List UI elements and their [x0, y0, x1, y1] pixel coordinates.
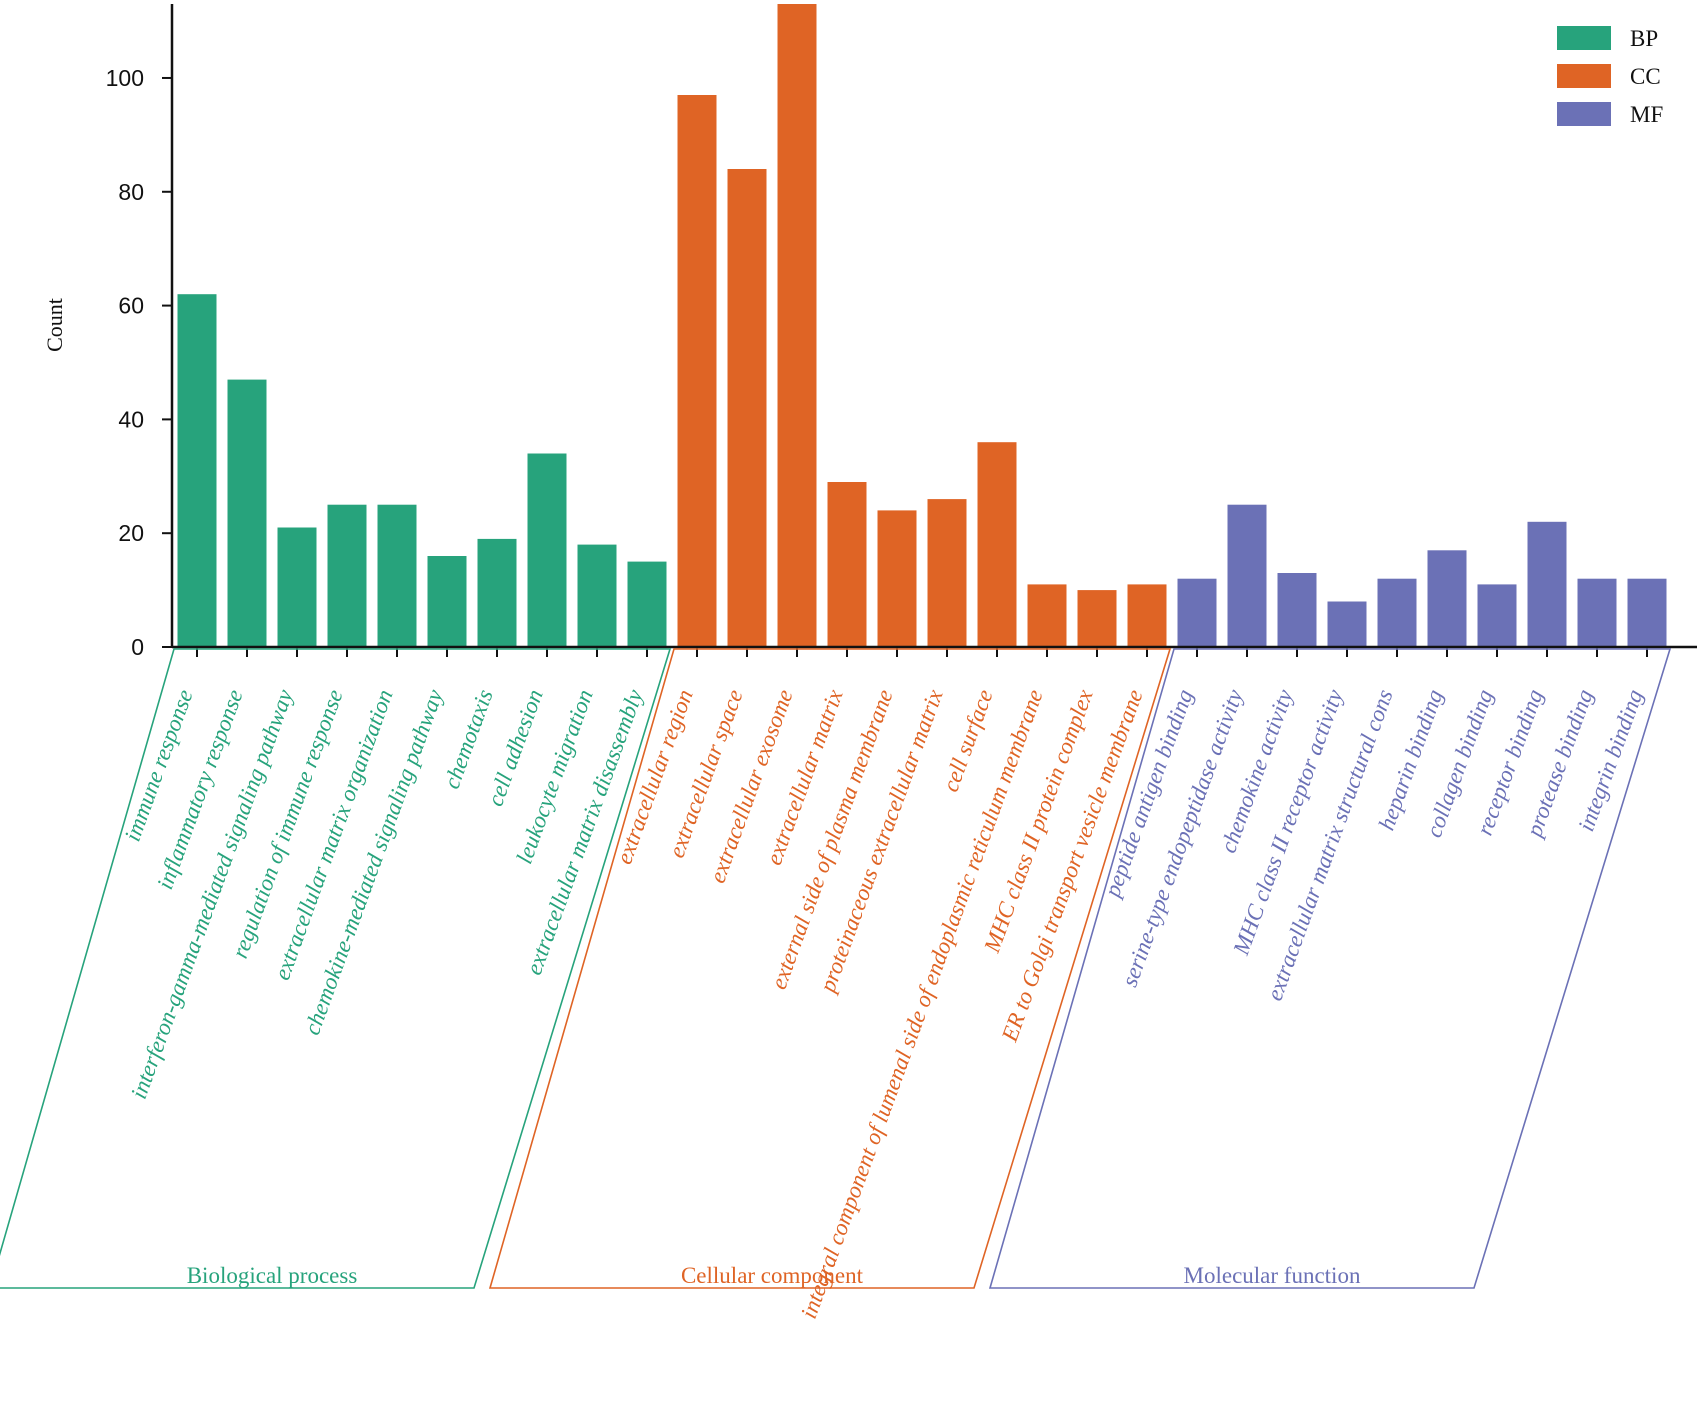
bar-bp-5 [427, 556, 467, 647]
y-tick-label: 0 [131, 634, 144, 660]
bar-mf-28 [1577, 578, 1617, 647]
bar-cc-15 [927, 499, 967, 647]
legend-label-bp: BP [1630, 26, 1658, 51]
y-tick-label: 100 [106, 65, 144, 91]
bar-cc-10 [677, 95, 717, 647]
group-bracket-bp [0, 648, 672, 1289]
bar-mf-24 [1377, 578, 1417, 647]
bar-bp-6 [477, 538, 517, 647]
y-axis-title: Count [42, 298, 67, 352]
bar-cc-16 [977, 442, 1017, 647]
bar-cc-12 [777, 4, 817, 647]
group-brackets-layer: Biological process Cellular component Mole… [0, 648, 1672, 1289]
bar-bp-9 [627, 561, 667, 647]
bar-bp-1 [227, 379, 267, 647]
bar-cc-17 [1027, 584, 1067, 647]
bar-cc-11 [727, 169, 767, 647]
bar-mf-25 [1427, 550, 1467, 647]
bar-mf-20 [1177, 578, 1217, 647]
bar-mf-26 [1477, 584, 1517, 647]
y-tick-label: 60 [118, 293, 144, 319]
bar-cc-18 [1077, 590, 1117, 647]
bar-mf-27 [1527, 521, 1567, 647]
group-label-bp: Biological process [187, 1263, 358, 1288]
bar-bp-7 [527, 453, 567, 647]
legend-label-cc: CC [1630, 64, 1661, 89]
y-ticks-layer: 0 20 40 60 80 100 [106, 65, 172, 660]
legend-swatch-cc [1557, 64, 1611, 88]
bar-bp-0 [177, 294, 217, 647]
category-label: chemotaxis [439, 686, 498, 792]
bar-bp-3 [327, 504, 367, 647]
y-tick-label: 20 [118, 520, 144, 546]
bar-mf-23 [1327, 601, 1367, 647]
y-tick-label: 80 [118, 179, 144, 205]
bar-cc-19 [1127, 584, 1167, 647]
category-label: cell surface [938, 686, 998, 795]
bar-mf-21 [1227, 504, 1267, 647]
group-label-mf: Molecular function [1184, 1263, 1361, 1288]
bar-bp-4 [377, 504, 417, 647]
bar-bp-8 [577, 544, 617, 647]
legend-label-mf: MF [1630, 102, 1663, 127]
legend-swatch-bp [1557, 26, 1611, 50]
group-bracket-mf [988, 648, 1672, 1289]
group-bracket-cc [488, 648, 1172, 1289]
bars-layer [177, 4, 1667, 647]
bar-bp-2 [277, 527, 317, 647]
bar-mf-29 [1627, 578, 1667, 647]
legend-swatch-mf [1557, 102, 1611, 126]
bar-mf-22 [1277, 573, 1317, 647]
bar-cc-14 [877, 510, 917, 647]
legend: BP CC MF [1557, 26, 1663, 127]
y-tick-label: 40 [118, 406, 144, 432]
bar-cc-13 [827, 482, 867, 647]
group-label-cc: Cellular component [681, 1263, 864, 1288]
